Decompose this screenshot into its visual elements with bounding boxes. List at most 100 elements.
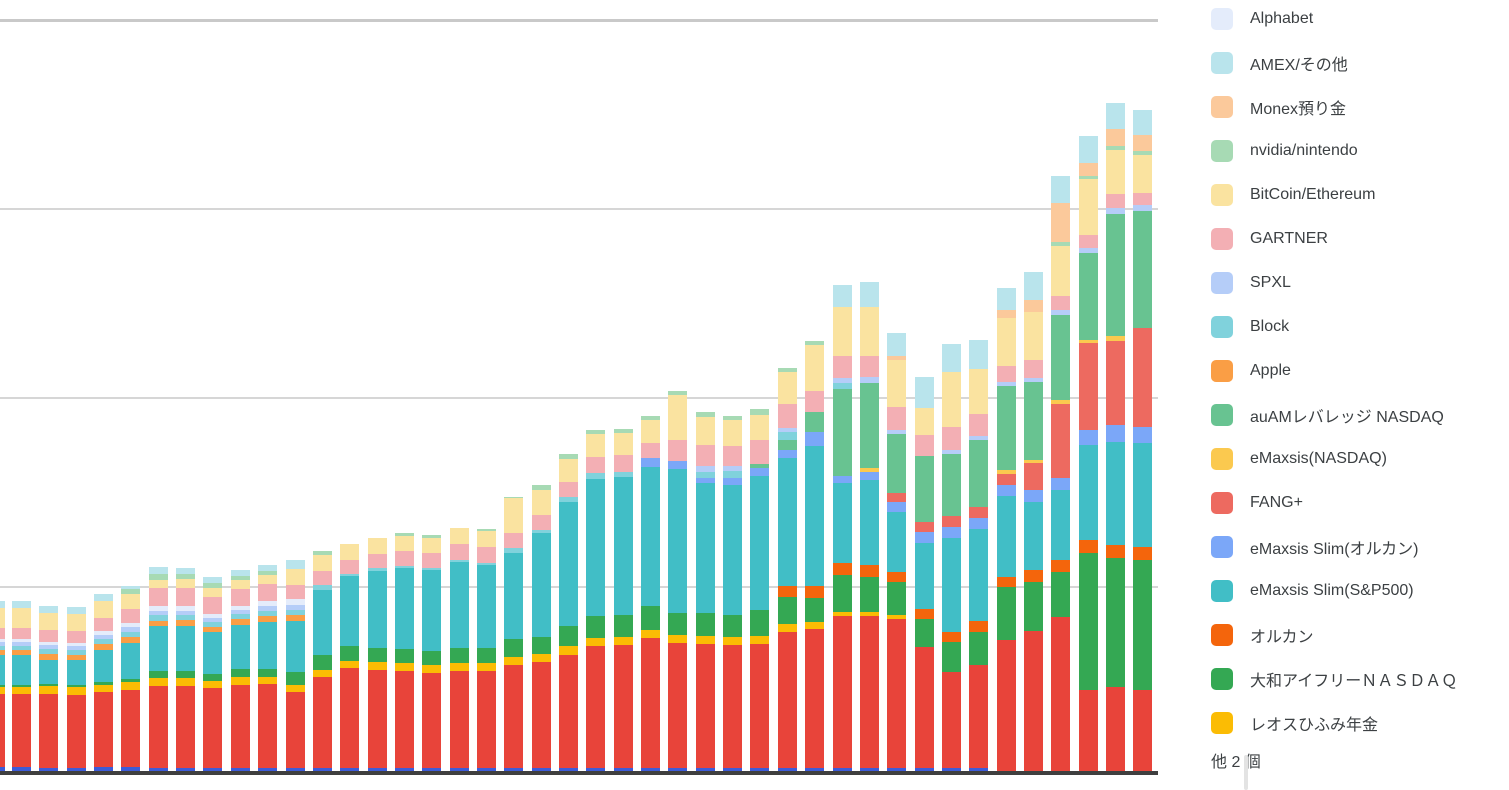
stacked-bar[interactable] bbox=[668, 0, 688, 771]
segment-sp500[interactable] bbox=[394, 568, 414, 649]
segment-daiwa[interactable] bbox=[340, 646, 360, 661]
segment-daiwa[interactable] bbox=[1106, 558, 1125, 687]
segment-slim_orukan[interactable] bbox=[750, 468, 770, 476]
segment-gartner[interactable] bbox=[39, 630, 59, 642]
segment-leos[interactable] bbox=[258, 677, 278, 684]
segment-amex[interactable] bbox=[859, 282, 879, 307]
segment-emx_nasdaq[interactable] bbox=[996, 470, 1016, 474]
segment-leos[interactable] bbox=[641, 630, 661, 638]
segment-auam[interactable] bbox=[1078, 253, 1098, 340]
segment-gartner[interactable] bbox=[969, 414, 989, 436]
segment-sp500[interactable] bbox=[887, 512, 907, 572]
segment-sp500[interactable] bbox=[559, 502, 578, 626]
segment-gartner[interactable] bbox=[312, 571, 332, 585]
segment-leos[interactable] bbox=[94, 685, 114, 692]
segment-bitcoin[interactable] bbox=[121, 594, 141, 609]
segment-block[interactable] bbox=[394, 566, 414, 568]
segment-gartner[interactable] bbox=[504, 533, 524, 548]
stacked-bar[interactable] bbox=[340, 0, 360, 771]
segment-gartner[interactable] bbox=[176, 588, 196, 606]
segment-fang[interactable] bbox=[941, 516, 961, 527]
segment-apple[interactable] bbox=[94, 644, 114, 650]
segment-orukan[interactable] bbox=[805, 586, 825, 598]
segment-other_b[interactable] bbox=[750, 768, 770, 771]
segment-other_b[interactable] bbox=[504, 768, 524, 771]
segment-leos[interactable] bbox=[613, 637, 633, 645]
segment-monex[interactable] bbox=[996, 310, 1016, 318]
segment-gartner[interactable] bbox=[367, 554, 387, 568]
stacked-bar[interactable] bbox=[66, 0, 86, 771]
segment-emx_nasdaq[interactable] bbox=[859, 468, 879, 472]
segment-daiwa[interactable] bbox=[805, 598, 825, 622]
segment-gartner[interactable] bbox=[750, 440, 770, 464]
segment-spxl[interactable] bbox=[996, 382, 1016, 386]
segment-nvidia[interactable] bbox=[476, 529, 496, 531]
segment-slim_orukan[interactable] bbox=[668, 461, 688, 469]
segment-amex[interactable] bbox=[1078, 136, 1098, 163]
segment-alphabet[interactable] bbox=[148, 606, 168, 611]
segment-bitcoin[interactable] bbox=[586, 434, 606, 457]
segment-bitcoin[interactable] bbox=[941, 372, 961, 427]
segment-other_b[interactable] bbox=[148, 768, 168, 771]
segment-daiwa[interactable] bbox=[969, 632, 989, 665]
segment-spxl[interactable] bbox=[859, 377, 879, 383]
segment-orukan[interactable] bbox=[1023, 570, 1043, 582]
segment-bitcoin[interactable] bbox=[148, 580, 168, 588]
segment-bitcoin[interactable] bbox=[285, 569, 305, 585]
segment-amex[interactable] bbox=[176, 568, 196, 574]
segment-orukan[interactable] bbox=[996, 577, 1016, 587]
segment-daiwa[interactable] bbox=[203, 674, 223, 681]
segment-other_r[interactable] bbox=[285, 692, 305, 768]
segment-daiwa[interactable] bbox=[422, 651, 442, 665]
segment-orukan[interactable] bbox=[1078, 540, 1098, 553]
legend-item-auam[interactable]: auAMレバレッジ NASDAQ bbox=[1211, 403, 1444, 426]
stacked-bar[interactable] bbox=[12, 0, 31, 771]
segment-leos[interactable] bbox=[0, 687, 5, 694]
segment-daiwa[interactable] bbox=[449, 648, 469, 663]
stacked-bar[interactable] bbox=[94, 0, 114, 771]
segment-leos[interactable] bbox=[367, 662, 387, 670]
segment-slim_orukan[interactable] bbox=[723, 478, 743, 485]
segment-orukan[interactable] bbox=[941, 632, 961, 642]
segment-bitcoin[interactable] bbox=[422, 538, 442, 553]
segment-block[interactable] bbox=[312, 585, 332, 590]
segment-other_b[interactable] bbox=[340, 768, 360, 771]
segment-leos[interactable] bbox=[586, 638, 606, 646]
segment-sp500[interactable] bbox=[1133, 443, 1153, 547]
segment-daiwa[interactable] bbox=[285, 672, 305, 685]
segment-leos[interactable] bbox=[66, 687, 86, 695]
segment-other_b[interactable] bbox=[258, 768, 278, 771]
segment-gartner[interactable] bbox=[668, 440, 688, 461]
segment-gartner[interactable] bbox=[914, 435, 934, 456]
segment-leos[interactable] bbox=[859, 612, 879, 616]
segment-gartner[interactable] bbox=[394, 551, 414, 566]
segment-auam[interactable] bbox=[1023, 382, 1043, 460]
segment-sp500[interactable] bbox=[969, 529, 989, 621]
segment-daiwa[interactable] bbox=[476, 648, 496, 663]
segment-apple[interactable] bbox=[66, 655, 86, 660]
segment-other_b[interactable] bbox=[230, 768, 250, 771]
segment-spxl[interactable] bbox=[832, 378, 852, 383]
legend-item-sp500[interactable]: eMaxsis Slim(S&P500) bbox=[1211, 579, 1414, 602]
segment-other_r[interactable] bbox=[203, 688, 223, 768]
segment-sp500[interactable] bbox=[613, 477, 633, 615]
stacked-bar[interactable] bbox=[777, 0, 797, 771]
segment-nvidia[interactable] bbox=[586, 430, 606, 434]
segment-fang[interactable] bbox=[996, 474, 1016, 485]
segment-other_r[interactable] bbox=[394, 671, 414, 768]
segment-other_b[interactable] bbox=[176, 768, 196, 771]
segment-alphabet[interactable] bbox=[66, 643, 86, 646]
segment-amex[interactable] bbox=[1133, 110, 1153, 135]
segment-slim_orukan[interactable] bbox=[641, 458, 661, 467]
segment-bitcoin[interactable] bbox=[641, 420, 661, 443]
segment-other_b[interactable] bbox=[777, 768, 797, 771]
segment-daiwa[interactable] bbox=[230, 669, 250, 677]
segment-auam[interactable] bbox=[887, 434, 907, 493]
segment-spxl[interactable] bbox=[66, 646, 86, 650]
segment-other_b[interactable] bbox=[941, 768, 961, 771]
segment-bitcoin[interactable] bbox=[12, 608, 31, 628]
segment-block[interactable] bbox=[12, 646, 31, 650]
segment-other_r[interactable] bbox=[941, 672, 961, 768]
segment-block[interactable] bbox=[203, 622, 223, 627]
segment-other_b[interactable] bbox=[559, 768, 578, 771]
